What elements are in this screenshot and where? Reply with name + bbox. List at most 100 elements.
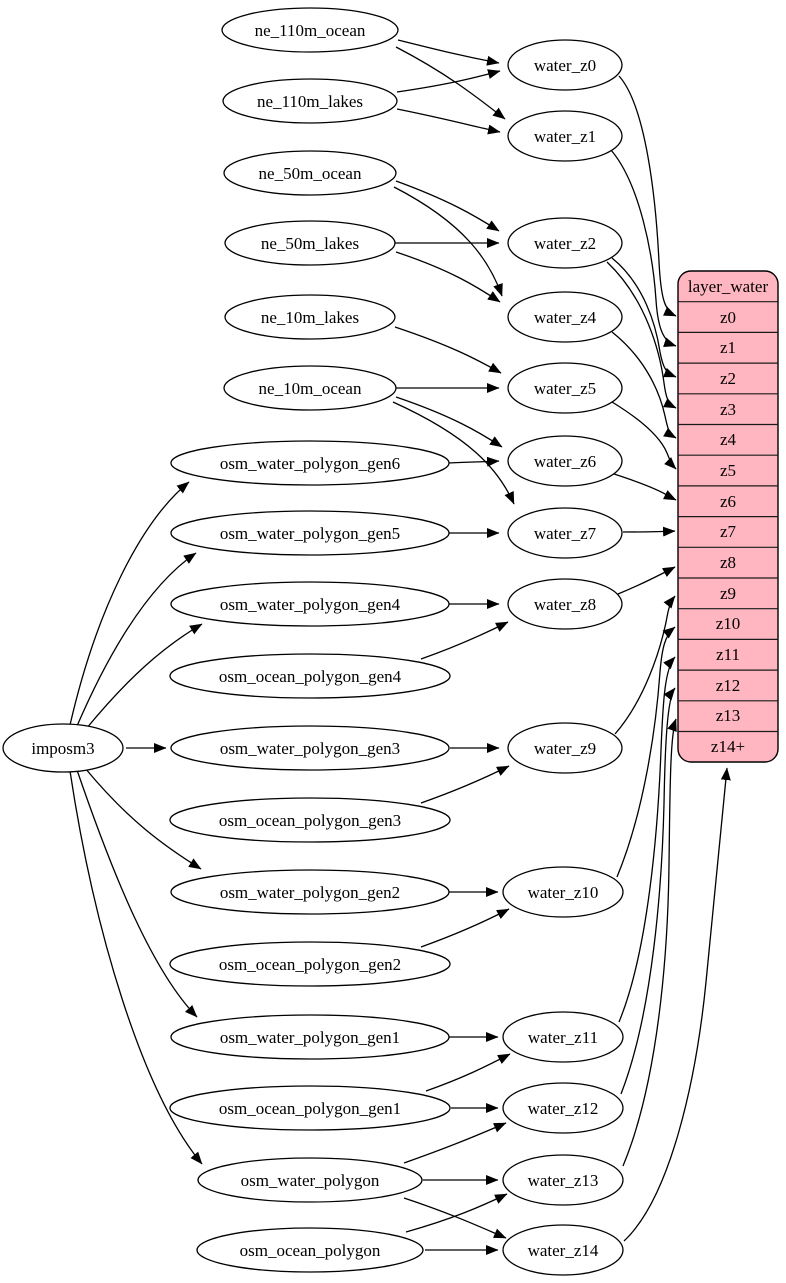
node-label: ne_50m_ocean xyxy=(259,164,362,183)
edge-group xyxy=(69,39,731,1256)
node-osm-ocean-polygon: osm_ocean_polygon xyxy=(196,1227,424,1273)
node-label: water_z8 xyxy=(534,595,596,614)
edge-water-z0-row-z0 xyxy=(618,75,677,317)
table-row-z2: z2 xyxy=(720,369,736,388)
node-osm-water-polygon-gen6: osm_water_polygon_gen6 xyxy=(170,440,450,486)
node-ne-110m-ocean: ne_110m_ocean xyxy=(221,7,399,53)
node-label: water_z2 xyxy=(534,234,596,253)
table-title: layer_water xyxy=(688,277,769,296)
node-label: water_z13 xyxy=(528,1171,599,1190)
layer-water-table: layer_water z0 z1 z2 z3 z4 z5 z6 z7 z8 z… xyxy=(677,270,779,763)
edge-ne-10m-ocean-water-z6 xyxy=(395,396,503,448)
edge-water-z1-row-z1 xyxy=(610,149,677,347)
node-osm-ocean-polygon-gen2: osm_ocean_polygon_gen2 xyxy=(169,941,451,987)
node-label: osm_ocean_polygon_gen1 xyxy=(219,1099,401,1118)
node-water-z12: water_z12 xyxy=(502,1082,624,1134)
table-row-z9: z9 xyxy=(720,584,736,603)
node-water-z7: water_z7 xyxy=(507,507,623,559)
node-label: osm_ocean_polygon_gen4 xyxy=(219,667,402,686)
node-osm-water-polygon-gen3: osm_water_polygon_gen3 xyxy=(170,725,450,771)
node-osm-water-polygon-gen5: osm_water_polygon_gen5 xyxy=(170,510,450,556)
table-row-z10: z10 xyxy=(716,614,741,633)
edge-ne-110m-lakes-water-z1 xyxy=(396,108,501,135)
node-label: ne_10m_ocean xyxy=(259,379,362,398)
edge-water-z6-row-z6 xyxy=(613,473,677,501)
edge-water-z5-row-z5 xyxy=(611,401,677,470)
node-label: osm_ocean_polygon_gen3 xyxy=(219,811,401,830)
table-row-z7: z7 xyxy=(720,522,737,541)
node-label: water_z4 xyxy=(534,308,597,327)
edge-water-z7-row-z7 xyxy=(622,526,676,537)
table-row-z4: z4 xyxy=(720,430,737,449)
edge-ne-50m-ocean-water-z4 xyxy=(393,186,503,297)
edge-ne-50m-ocean-water-z2 xyxy=(395,180,500,232)
node-label: osm_water_polygon_gen4 xyxy=(220,595,401,614)
node-water-z5: water_z5 xyxy=(507,362,623,414)
edge-water-z13-row-z13 xyxy=(622,718,677,1167)
edge-osm-ocean-polygon-gen3-water-z9 xyxy=(420,765,510,804)
edge-ne-10m-ocean-water-z7 xyxy=(392,401,515,505)
node-osm-ocean-polygon-gen1: osm_ocean_polygon_gen1 xyxy=(169,1085,451,1131)
node-ne-50m-ocean: ne_50m_ocean xyxy=(223,150,397,196)
table-row-z3: z3 xyxy=(720,400,736,419)
node-label: water_z11 xyxy=(528,1028,598,1047)
node-label: osm_water_polygon xyxy=(241,1171,380,1190)
edge-imposm3-osm-water-polygon-gen6 xyxy=(69,481,190,726)
node-osm-ocean-polygon-gen4: osm_ocean_polygon_gen4 xyxy=(169,653,451,699)
edge-osm-ocean-polygon-gen1-water-z11 xyxy=(425,1053,511,1092)
edge-water-z11-row-z11 xyxy=(618,656,676,1023)
edge-ne-10m-lakes-water-z5 xyxy=(394,326,502,374)
node-label: water_z0 xyxy=(534,56,596,75)
node-osm-water-polygon: osm_water_polygon xyxy=(197,1157,423,1203)
node-osm-ocean-polygon-gen3: osm_ocean_polygon_gen3 xyxy=(169,797,451,843)
node-water-z8: water_z8 xyxy=(507,578,623,630)
table-row-z0: z0 xyxy=(720,308,736,327)
edge-osm-water-polygon-gen6-water-z6 xyxy=(448,456,500,467)
node-label: imposm3 xyxy=(31,739,94,758)
node-label: water_z7 xyxy=(534,524,597,543)
node-osm-water-polygon-gen1: osm_water_polygon_gen1 xyxy=(170,1014,450,1060)
edge-imposm3-osm-water-polygon-gen5 xyxy=(76,552,197,727)
node-label: osm_water_polygon_gen1 xyxy=(220,1028,400,1047)
node-water-z4: water_z4 xyxy=(507,291,623,343)
edge-ne-110m-lakes-water-z0 xyxy=(396,69,501,93)
edge-osm-ocean-polygon-gen4-water-z8 xyxy=(420,621,509,660)
node-label: osm_ocean_polygon xyxy=(240,1241,381,1260)
edge-osm-water-polygon-water-z14 xyxy=(403,1197,507,1239)
node-osm-water-polygon-gen2: osm_water_polygon_gen2 xyxy=(170,869,450,915)
node-label: water_z10 xyxy=(528,883,599,902)
edge-water-z2-row-z2 xyxy=(611,257,677,378)
node-water-z13: water_z13 xyxy=(502,1154,624,1206)
node-water-z1: water_z1 xyxy=(507,110,623,162)
table-row-z14plus: z14+ xyxy=(711,737,745,756)
edge-water-z2-row-z3 xyxy=(606,261,677,409)
node-label: osm_ocean_polygon_gen2 xyxy=(219,955,401,974)
node-label: water_z1 xyxy=(534,127,596,146)
node-label: osm_water_polygon_gen6 xyxy=(220,454,400,473)
edge-imposm3-osm-water-polygon xyxy=(69,770,203,1165)
edge-water-z9-row-z9 xyxy=(614,595,676,735)
table-row-z8: z8 xyxy=(720,553,736,572)
node-water-z14: water_z14 xyxy=(502,1224,624,1276)
node-label: water_z5 xyxy=(534,379,596,398)
edge-ne-110m-ocean-water-z0 xyxy=(397,39,500,66)
node-water-z2: water_z2 xyxy=(507,217,623,269)
table-row-z5: z5 xyxy=(720,461,736,480)
node-ne-10m-lakes: ne_10m_lakes xyxy=(224,294,396,340)
edge-imposm3-osm-water-polygon-gen4 xyxy=(85,623,203,730)
node-label: water_z9 xyxy=(534,739,596,758)
node-water-z11: water_z11 xyxy=(502,1011,624,1063)
node-water-z0: water_z0 xyxy=(507,39,623,91)
edge-water-z10-row-z10 xyxy=(616,626,676,878)
edge-water-z12-row-z12 xyxy=(620,687,676,1095)
edge-imposm3-osm-water-polygon-gen1 xyxy=(76,769,198,1018)
edge-osm-ocean-polygon-water-z13 xyxy=(405,1193,508,1233)
node-ne-110m-lakes: ne_110m_lakes xyxy=(222,78,398,124)
node-ne-10m-ocean: ne_10m_ocean xyxy=(223,365,397,411)
edge-water-z14-row-z14plus xyxy=(623,767,731,1242)
node-water-z6: water_z6 xyxy=(507,435,623,487)
node-osm-water-polygon-gen4: osm_water_polygon_gen4 xyxy=(170,581,450,627)
edge-osm-ocean-polygon-gen2-water-z10 xyxy=(420,908,510,948)
